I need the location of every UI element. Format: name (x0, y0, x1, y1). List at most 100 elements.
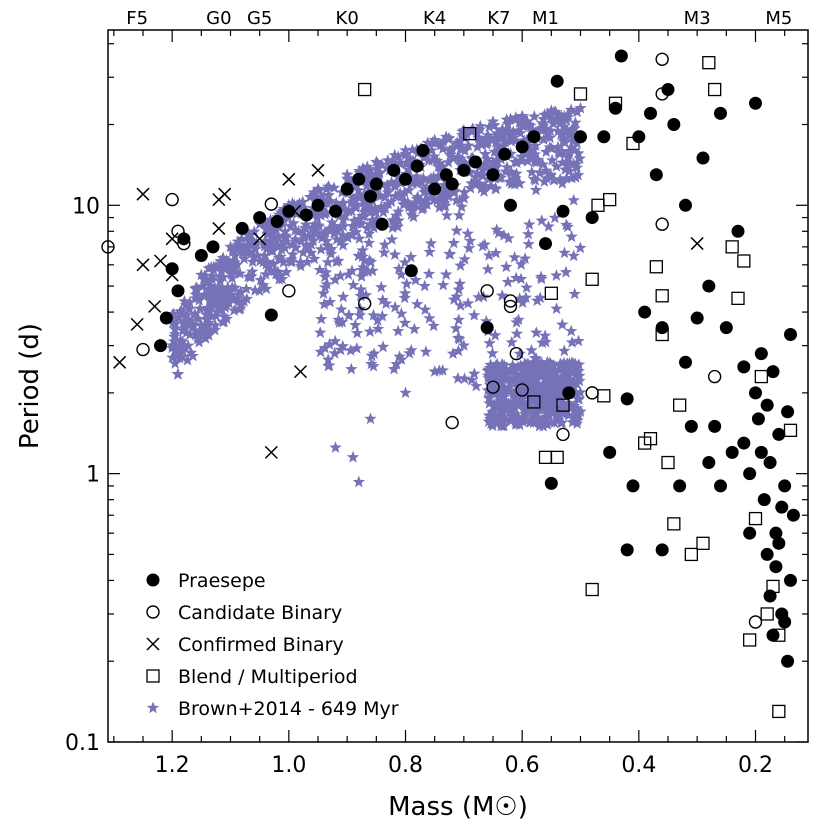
model-star (563, 372, 577, 385)
model-star (565, 324, 578, 337)
model-star (176, 324, 190, 337)
model-star (495, 407, 508, 420)
model-star (555, 358, 569, 371)
data-point (644, 106, 657, 120)
data-point (136, 342, 150, 357)
model-star (523, 144, 536, 157)
data-point (410, 159, 424, 173)
data-point (445, 415, 459, 430)
data-point (387, 163, 401, 177)
model-star (524, 416, 537, 428)
model-star (453, 277, 467, 290)
model-star (509, 368, 522, 381)
y-tick-label: 10 (72, 194, 100, 219)
data-point (486, 380, 500, 394)
model-star (510, 316, 523, 328)
model-star (388, 148, 401, 161)
model-star (538, 415, 551, 427)
model-star (439, 192, 452, 205)
model-star (381, 154, 394, 166)
model-star (424, 237, 438, 249)
model-star (357, 163, 371, 176)
model-star (568, 287, 581, 300)
model-star (191, 332, 204, 345)
model-star (297, 224, 310, 237)
data-point (171, 224, 185, 238)
model-star (231, 258, 244, 270)
data-point (614, 49, 628, 63)
legend-label: Brown+2014 - 649 Myr (178, 698, 399, 720)
model-star (393, 350, 406, 362)
model-star (496, 122, 509, 135)
model-star (321, 255, 334, 268)
model-star (565, 230, 578, 243)
model-star (329, 273, 342, 286)
model-star (185, 314, 198, 327)
model-star (533, 166, 546, 179)
model-star (351, 217, 364, 229)
model-star (336, 197, 349, 210)
model-star (379, 297, 393, 309)
model-star (173, 343, 186, 356)
model-star (538, 396, 551, 408)
model-star (514, 257, 528, 270)
model-star (525, 124, 538, 136)
model-star (178, 341, 192, 353)
model-star (286, 238, 299, 250)
model-star (567, 157, 580, 170)
data-point (749, 386, 762, 400)
model-star (525, 376, 538, 389)
model-star (517, 382, 530, 395)
data-point (673, 479, 687, 493)
data-point (638, 305, 652, 319)
model-star (507, 176, 520, 189)
model-star (247, 234, 260, 247)
data-point (597, 130, 611, 144)
model-star (516, 109, 529, 122)
model-star (329, 334, 342, 347)
model-star (356, 244, 369, 256)
model-star (436, 160, 450, 173)
model-star (240, 282, 253, 295)
model-star (345, 175, 358, 187)
model-star (485, 376, 498, 389)
model-star (521, 154, 534, 167)
model-star (346, 192, 360, 204)
model-star (242, 246, 255, 258)
model-star (206, 269, 219, 282)
model-star (388, 248, 402, 260)
model-star (496, 289, 509, 301)
model-star (181, 353, 194, 366)
data-point (649, 168, 663, 182)
model-star (393, 157, 406, 169)
model-star (271, 265, 285, 278)
model-star (502, 231, 515, 244)
model-star (406, 154, 420, 167)
model-star (234, 285, 247, 298)
data-point (725, 445, 739, 459)
model-star (349, 318, 362, 331)
data-point (282, 284, 296, 298)
model-star (541, 418, 554, 430)
model-star (473, 177, 486, 189)
spectral-type-label: F5 (126, 8, 148, 29)
model-star (389, 189, 402, 202)
data-point (154, 339, 167, 353)
model-star (324, 247, 338, 260)
model-star (173, 351, 186, 364)
model-star (545, 104, 558, 116)
model-star (417, 151, 431, 164)
model-star (565, 336, 579, 348)
model-star (208, 283, 222, 295)
data-point (603, 445, 617, 459)
model-star (503, 133, 516, 146)
model-star (415, 197, 428, 209)
model-star (553, 173, 567, 185)
model-star (297, 246, 310, 258)
model-star (519, 291, 533, 303)
model-star (552, 146, 565, 158)
model-star (474, 134, 488, 146)
model-star (189, 282, 202, 295)
model-star (195, 318, 208, 331)
y-tick-label: 0.1 (65, 731, 100, 756)
